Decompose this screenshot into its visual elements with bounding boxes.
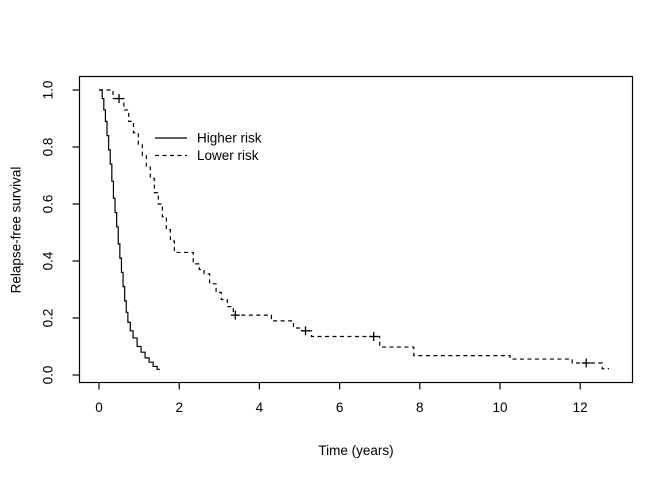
x-tick-label: 8 [416, 400, 424, 415]
y-tick-label: 0.4 [41, 251, 56, 270]
y-tick-label: 0.2 [41, 309, 56, 328]
plot-box [78, 75, 634, 384]
higher-risk-curve [99, 89, 160, 370]
x-tick-label: 10 [492, 400, 507, 415]
y-tick-label: 1.0 [41, 81, 56, 100]
x-tick-label: 12 [573, 400, 588, 415]
y-tick-label: 0.0 [41, 366, 56, 385]
legend-label: Higher risk [197, 131, 262, 146]
x-tick-label: 2 [175, 400, 183, 415]
x-tick-label: 0 [95, 400, 103, 415]
x-tick-label: 6 [336, 400, 344, 415]
x-tick-label: 4 [256, 400, 264, 415]
lower-risk-curve [99, 89, 610, 370]
x-axis-title: Time (years) [318, 443, 393, 458]
y-tick-label: 0.8 [41, 138, 56, 157]
y-axis-title: Relapse-free survival [9, 167, 24, 294]
y-tick-label: 0.6 [41, 195, 56, 214]
legend-label: Lower risk [197, 148, 259, 163]
